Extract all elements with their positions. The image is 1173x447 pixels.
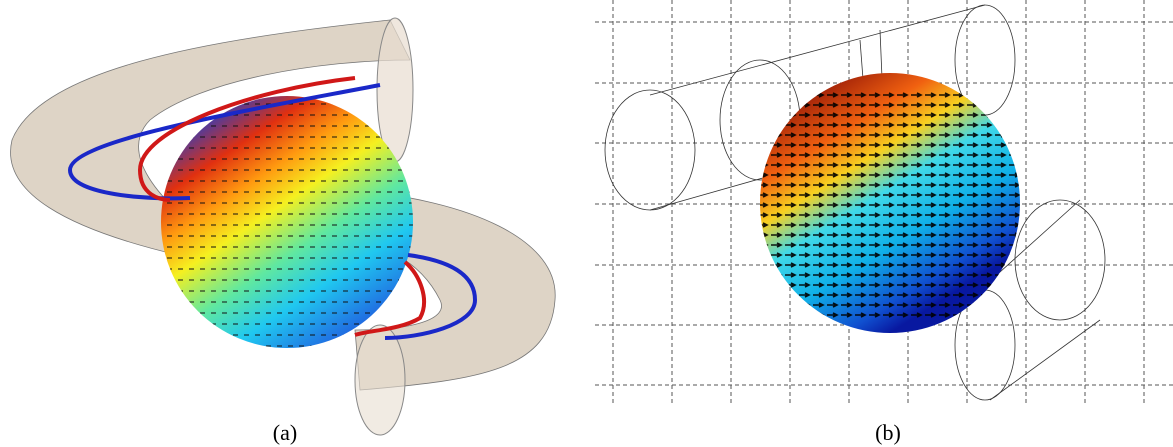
caption: (b) bbox=[875, 420, 901, 445]
caption: (a) bbox=[273, 420, 297, 445]
panel-b: (b) bbox=[595, 0, 1173, 445]
panel-a: (a) bbox=[10, 17, 556, 445]
